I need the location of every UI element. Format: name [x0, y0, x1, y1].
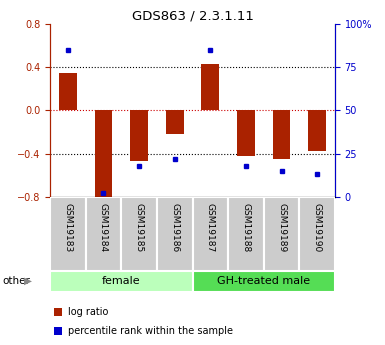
Bar — [264, 197, 300, 271]
Text: GSM19186: GSM19186 — [170, 203, 179, 252]
Text: percentile rank within the sample: percentile rank within the sample — [68, 326, 233, 336]
Bar — [308, 110, 326, 151]
Bar — [228, 197, 264, 271]
Text: GSM19188: GSM19188 — [241, 203, 250, 252]
Bar — [300, 197, 335, 271]
Bar — [201, 64, 219, 110]
Text: GSM19184: GSM19184 — [99, 203, 108, 252]
Bar — [192, 197, 228, 271]
Text: other: other — [2, 276, 30, 286]
Text: female: female — [102, 276, 141, 286]
Bar — [130, 110, 148, 161]
Text: GSM19190: GSM19190 — [313, 203, 321, 252]
Bar — [273, 110, 290, 159]
Title: GDS863 / 2.3.1.11: GDS863 / 2.3.1.11 — [132, 10, 253, 23]
Text: log ratio: log ratio — [68, 307, 109, 317]
Bar — [237, 110, 255, 156]
Bar — [59, 73, 77, 110]
Bar — [157, 197, 192, 271]
Text: GSM19183: GSM19183 — [64, 203, 72, 252]
Bar — [166, 110, 184, 134]
Bar — [192, 271, 335, 292]
Text: GH-treated male: GH-treated male — [217, 276, 310, 286]
Text: GSM19189: GSM19189 — [277, 203, 286, 252]
Bar — [50, 197, 85, 271]
Bar — [50, 271, 192, 292]
Bar — [121, 197, 157, 271]
Text: ▶: ▶ — [24, 276, 32, 286]
Bar — [85, 197, 121, 271]
Bar — [95, 110, 112, 197]
Text: GSM19185: GSM19185 — [135, 203, 144, 252]
Text: GSM19187: GSM19187 — [206, 203, 215, 252]
